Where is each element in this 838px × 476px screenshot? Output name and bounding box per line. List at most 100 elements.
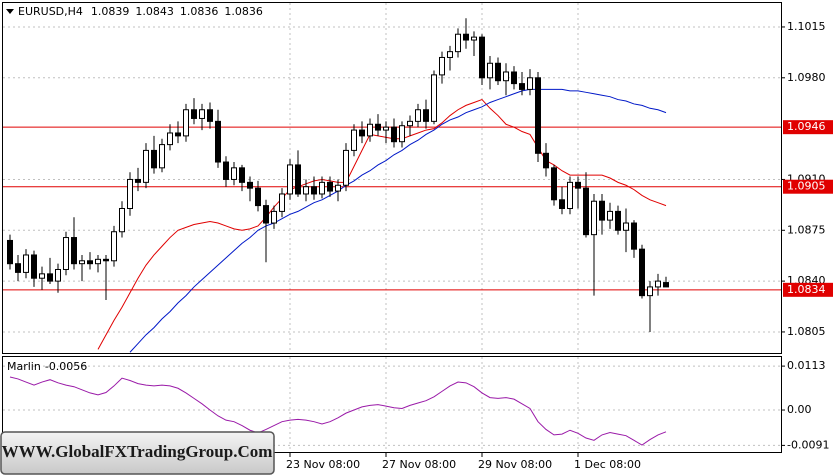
level-label: 1.0905 — [787, 180, 826, 193]
candle-body — [47, 273, 53, 282]
candle-body — [495, 62, 501, 82]
candle-body — [415, 109, 421, 122]
level-label: 1.0834 — [787, 283, 826, 296]
symbol: EURUSD,H4 — [18, 5, 83, 18]
candle-body — [359, 129, 365, 137]
candle-body — [439, 56, 445, 76]
candle-body — [543, 152, 549, 169]
price-plot — [7, 18, 669, 353]
candle-body — [239, 167, 245, 183]
candle-body — [623, 222, 629, 231]
candle-body — [615, 210, 621, 231]
candle-body — [423, 109, 429, 122]
candle-body — [119, 207, 125, 233]
candle-body — [167, 132, 173, 146]
candle-body — [631, 222, 637, 250]
candle-body — [639, 248, 645, 297]
y-tick-label: 0.0113 — [787, 359, 826, 372]
candle-body — [247, 181, 253, 189]
indicator-name: Marlin — [7, 360, 41, 373]
candle-body — [103, 258, 109, 262]
candle-body — [295, 164, 301, 195]
candle-body — [567, 181, 573, 209]
candle-body — [215, 120, 221, 163]
x-tick-label: 27 Nov 08:00 — [382, 458, 456, 471]
x-tick-label: 23 Nov 08:00 — [286, 458, 360, 471]
candle-body — [551, 167, 557, 201]
candle-body — [127, 178, 133, 209]
candle-body — [71, 237, 77, 265]
moving-average — [129, 88, 667, 353]
chart-header: EURUSD,H4 1.0839 1.0843 1.0836 1.0836 — [18, 5, 263, 18]
y-tick-label: 1.0805 — [787, 325, 826, 338]
candle-body — [191, 109, 197, 119]
candle-body — [263, 205, 269, 224]
candle-body — [535, 77, 541, 154]
indicator-plot — [9, 376, 667, 446]
candle-body — [383, 126, 389, 131]
candle-body — [271, 210, 277, 224]
menu-triangle — [6, 9, 14, 14]
level-label-box — [783, 179, 833, 194]
candle-body — [87, 260, 93, 265]
x-tick-label: 1 Dec 08:00 — [574, 458, 641, 471]
candle-body — [591, 200, 597, 236]
candle-body — [519, 83, 525, 90]
candle-body — [95, 258, 101, 265]
candle-body — [279, 193, 285, 212]
candle-body — [151, 149, 157, 169]
candle-body — [319, 181, 325, 195]
candle-body — [479, 36, 485, 79]
candle-body — [39, 273, 45, 279]
candle-body — [471, 36, 477, 41]
candle-body — [367, 123, 373, 137]
indicator-line — [9, 376, 667, 446]
candle-body — [607, 210, 613, 221]
candle-body — [287, 164, 293, 195]
candle-body — [655, 280, 661, 288]
candle-body — [231, 167, 237, 180]
candle-body — [431, 74, 437, 122]
candle-body — [143, 149, 149, 183]
moving-average — [97, 98, 667, 350]
candle-body — [23, 254, 29, 273]
candle-body — [351, 129, 357, 151]
candle-body — [327, 181, 333, 192]
candle-body — [575, 181, 581, 189]
y-tick-label: 1.1015 — [787, 20, 826, 33]
y-tick-label: 1.0980 — [787, 71, 826, 84]
high-price: 1.0843 — [135, 5, 174, 18]
level-label-box — [783, 282, 833, 297]
candle-body — [399, 125, 405, 143]
candle-body — [511, 71, 517, 85]
candle-body — [79, 260, 85, 265]
indicator-value: -0.0056 — [45, 360, 87, 373]
candle-body — [375, 123, 381, 131]
candle-body — [63, 237, 69, 270]
indicator-header: Marlin -0.0056 — [7, 360, 87, 373]
y-tick-label: 0.00 — [787, 403, 812, 416]
candle-body — [7, 239, 13, 265]
candle-body — [159, 144, 165, 169]
candle-body — [527, 77, 533, 90]
candle-body — [223, 161, 229, 180]
main-panel-frame — [2, 2, 782, 354]
candle-body — [391, 126, 397, 143]
y-tick-label: 1.0875 — [787, 223, 826, 236]
candle-body — [135, 178, 141, 183]
candle-body — [111, 231, 117, 262]
candle-body — [335, 184, 341, 192]
candle-body — [343, 149, 349, 186]
candle-body — [663, 282, 669, 288]
candle-body — [183, 109, 189, 137]
candle-body — [255, 187, 261, 207]
candle-body — [599, 200, 605, 221]
candle-body — [447, 51, 453, 58]
axes: 1.10151.09801.09101.08751.08401.08050.01… — [286, 20, 833, 471]
candle-body — [31, 254, 37, 279]
candle-body — [583, 187, 589, 236]
level-label: 1.0946 — [787, 120, 826, 133]
low-price: 1.0836 — [180, 5, 219, 18]
